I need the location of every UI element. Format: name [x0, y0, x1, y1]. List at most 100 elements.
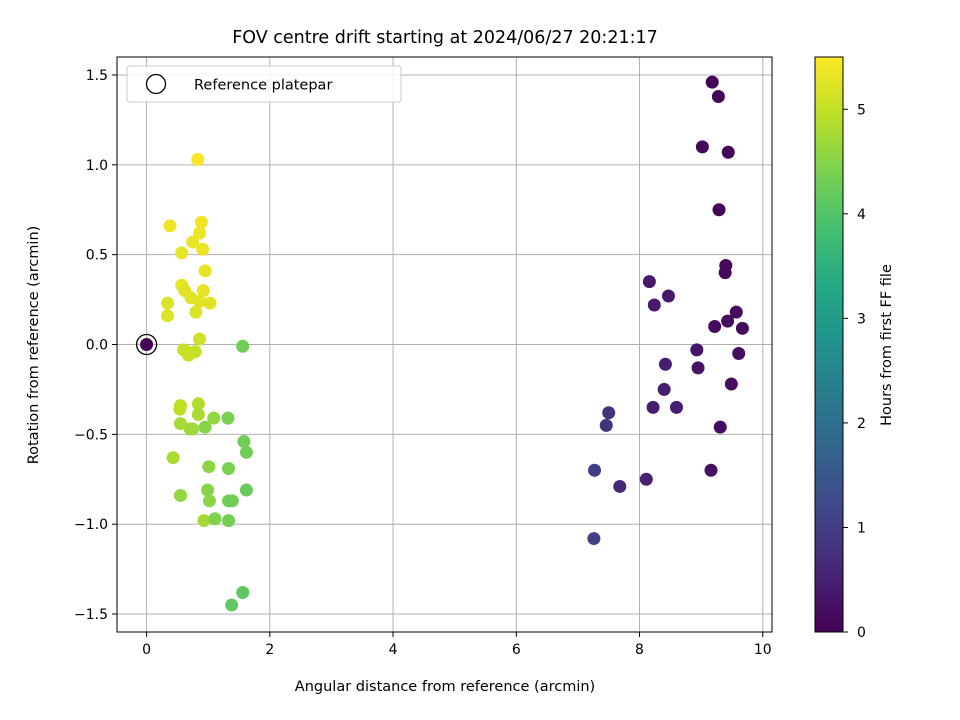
data-point: [642, 275, 656, 289]
data-point: [201, 483, 215, 497]
data-point: [658, 357, 672, 371]
y-axis-label: Rotation from reference (arcmin): [26, 226, 42, 465]
data-point: [708, 320, 722, 334]
data-point: [724, 377, 738, 391]
data-point: [191, 408, 205, 422]
data-point: [647, 298, 661, 312]
data-point: [718, 266, 732, 280]
data-point: [166, 451, 180, 465]
data-point: [657, 382, 671, 396]
chart-title: FOV centre drift starting at 2024/06/27 …: [232, 28, 658, 48]
legend-entry-label: Reference platepar: [194, 78, 332, 94]
data-point: [207, 411, 221, 425]
data-point: [704, 463, 718, 477]
data-point: [695, 140, 709, 154]
data-point: [711, 90, 725, 104]
data-point: [198, 420, 212, 434]
y-tick-label: −1.5: [74, 607, 108, 623]
reference-marker: [135, 333, 158, 356]
data-point: [239, 445, 253, 459]
y-tick-label: −1.0: [74, 517, 108, 533]
data-point: [196, 284, 210, 298]
data-point: [221, 411, 235, 425]
y-tick-label: 0.0: [86, 338, 108, 354]
data-point: [222, 514, 236, 528]
data-point: [203, 296, 217, 310]
data-point: [197, 514, 211, 528]
data-point: [602, 406, 616, 420]
y-axis-ticks: −1.5 −1.0 −0.5 0.0 0.5 1.0 1.5: [74, 68, 117, 623]
data-point: [721, 145, 735, 159]
data-point: [186, 422, 200, 436]
x-tick-label: 10: [754, 642, 772, 658]
legend-reference-marker: [145, 73, 167, 95]
data-point: [181, 348, 195, 362]
x-tick-label: 2: [265, 642, 274, 658]
colorbar-ticks: 0 1 2 3 4 5: [843, 102, 866, 641]
data-point: [236, 585, 250, 599]
plot-area: 0 2 4 6 8 10 −1.5 −1.0 −0.5 0.0 0.5 1.0 1.5: [74, 56, 773, 658]
data-point: [712, 203, 726, 217]
data-point: [661, 289, 675, 303]
data-point: [191, 152, 205, 166]
x-axis-label: Angular distance from reference (arcmin): [295, 679, 595, 695]
data-point: [225, 494, 239, 508]
data-point: [690, 343, 704, 357]
x-tick-label: 4: [389, 642, 398, 658]
data-point: [202, 494, 216, 508]
colorbar-tick-label: 5: [857, 102, 866, 118]
colorbar-tick-label: 4: [857, 207, 866, 223]
data-point: [186, 235, 200, 249]
data-point: [735, 321, 749, 335]
data-point: [729, 305, 743, 319]
reference-marker-group: [135, 333, 158, 356]
data-point: [173, 417, 187, 431]
colorbar-frame: [814, 56, 844, 633]
data-point: [193, 294, 207, 308]
data-point: [161, 309, 175, 323]
data-point: [599, 418, 613, 432]
data-point: [194, 215, 208, 229]
data-point: [588, 463, 602, 477]
y-tick-label: 0.5: [86, 248, 108, 264]
data-point: [713, 420, 727, 434]
y-tick-label: −0.5: [74, 427, 108, 443]
reference-point: [140, 338, 154, 351]
x-tick-label: 6: [512, 642, 521, 658]
data-point: [161, 296, 175, 310]
y-tick-label: 1.5: [86, 68, 108, 84]
data-point: [732, 346, 746, 360]
data-point: [646, 400, 660, 414]
data-point: [669, 400, 683, 414]
data-point: [691, 361, 705, 375]
legend: Reference platepar: [126, 65, 402, 103]
legend-frame: [126, 65, 402, 103]
colorbar-tick-label: 0: [857, 625, 866, 641]
data-point: [587, 532, 601, 546]
data-point: [202, 460, 216, 474]
data-point: [173, 402, 187, 416]
data-point: [193, 226, 207, 240]
data-point: [705, 75, 719, 89]
data-point: [198, 264, 212, 278]
data-point: [196, 242, 210, 256]
x-tick-label: 8: [635, 642, 644, 658]
colorbar-tick-label: 2: [857, 416, 866, 432]
data-point: [721, 314, 735, 328]
y-tick-label: 1.0: [86, 158, 108, 174]
data-point: [191, 397, 205, 411]
x-axis-ticks: 0 2 4 6 8 10: [142, 632, 772, 658]
colorbar-label: Hours from first FF file: [879, 264, 895, 426]
data-point: [163, 219, 177, 233]
colorbar-gradient: [815, 57, 843, 632]
data-point: [222, 461, 236, 475]
data-point: [236, 339, 250, 353]
data-point: [175, 246, 189, 260]
data-point: [225, 598, 239, 612]
colorbar-tick-label: 3: [857, 311, 866, 327]
data-point: [639, 472, 653, 486]
data-point: [208, 512, 222, 526]
data-point: [239, 483, 253, 497]
data-point: [237, 435, 251, 449]
